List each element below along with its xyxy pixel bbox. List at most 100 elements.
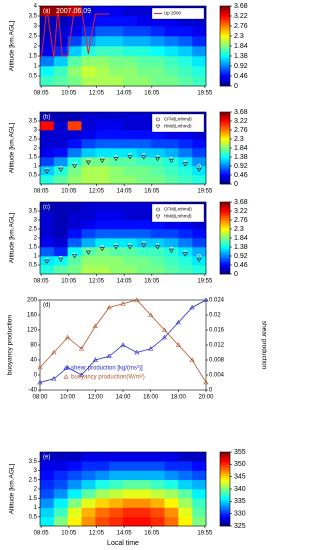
y-tick-label: 80	[30, 343, 37, 349]
colorbar-step	[220, 253, 230, 255]
heat-cell	[40, 470, 55, 481]
colorbar-step	[220, 247, 230, 249]
colorbar-step	[220, 223, 230, 225]
heat-cell	[53, 461, 68, 471]
heat-cell	[95, 36, 110, 47]
colorbar-step	[220, 57, 230, 60]
heat-cell	[164, 139, 179, 149]
colorbar-step	[220, 182, 230, 185]
heat-cell	[95, 148, 110, 158]
x-tick-label: 16:05	[144, 91, 160, 97]
colorbar-step	[220, 151, 230, 153]
colorbar-step	[220, 76, 230, 78]
colorbar-step	[220, 505, 230, 508]
marker	[148, 346, 154, 351]
heat-cell	[164, 166, 179, 176]
colorbar-step	[220, 211, 230, 213]
x-tick-label: 10:00	[60, 395, 76, 401]
heat-cell	[123, 238, 138, 248]
heat-cell	[192, 498, 207, 508]
heat-cell	[81, 516, 96, 527]
heat-cell	[150, 265, 165, 275]
colorbar-step	[220, 59, 230, 62]
marker	[197, 254, 201, 258]
heat-cell	[178, 238, 193, 248]
colorbar-step	[220, 134, 230, 137]
colorbar-step	[220, 81, 230, 83]
marker	[51, 349, 57, 355]
heat-cell	[192, 26, 207, 37]
heat-cell	[40, 461, 55, 471]
heat-cell	[178, 148, 193, 158]
heat-cell	[150, 247, 165, 257]
colorbar-step	[220, 7, 230, 10]
heat-cell	[53, 211, 68, 221]
marker	[58, 257, 64, 262]
heat-cell	[109, 211, 124, 221]
colorbar-step	[220, 203, 230, 206]
heat-cell	[164, 498, 179, 508]
colorbar-step	[220, 32, 230, 35]
heat-cell	[81, 507, 96, 518]
y-tick-label: 1.5	[29, 496, 38, 502]
colorbar-step	[220, 459, 230, 462]
colorbar-step	[220, 125, 230, 128]
colorbar-step	[220, 482, 230, 485]
heat-cell	[40, 211, 55, 221]
marker	[196, 257, 202, 262]
colorbar-step	[220, 155, 230, 158]
heat-cell	[109, 56, 124, 67]
heat-cell	[164, 36, 179, 47]
heat-cell	[178, 26, 193, 37]
heat-cell	[53, 470, 68, 481]
legend-label: HMd(Lmhmd)	[164, 214, 192, 219]
heat-cell	[178, 489, 193, 499]
marker	[106, 353, 112, 359]
heat-cell	[53, 16, 68, 27]
colorbar-step	[220, 266, 230, 269]
heat-cell	[123, 130, 138, 140]
heat-cell	[150, 461, 165, 471]
colorbar-step	[220, 173, 230, 176]
colorbar-step	[220, 149, 230, 152]
colorbar-step	[220, 148, 230, 150]
heat-cell	[95, 265, 110, 275]
legend-swatch	[155, 214, 161, 219]
colorbar-label: 0.92	[234, 163, 248, 170]
heat-cell	[123, 46, 138, 57]
colorbar-step	[220, 476, 230, 479]
heat-cell	[192, 66, 207, 77]
heat-cell	[53, 479, 68, 490]
colorbar-step	[220, 265, 230, 267]
heat-cell	[67, 157, 82, 167]
heat-cell	[136, 6, 151, 17]
colorbar-label: 335	[234, 498, 246, 505]
heat-cell	[67, 498, 82, 508]
y-tick-label: 2.5	[29, 34, 38, 40]
x-tick-label: 19:55	[197, 279, 213, 285]
heat-cell	[109, 16, 124, 27]
heat-cell	[81, 157, 96, 167]
colorbar-step	[220, 17, 230, 20]
x-tick-label: 10:05	[61, 279, 77, 285]
colorbar-step	[220, 172, 230, 174]
marker	[65, 334, 71, 340]
heat-cell	[95, 516, 110, 527]
heat-cell	[67, 247, 82, 257]
colorbar-step	[220, 72, 230, 75]
marker	[141, 155, 147, 160]
heat-cell	[192, 516, 207, 527]
x-tick-label: 16:05	[144, 531, 160, 537]
heat-cell	[40, 76, 55, 87]
heat-cell	[109, 247, 124, 257]
heat-cell	[178, 16, 193, 27]
y-tick-label: 1.5	[29, 54, 38, 60]
heat-cell	[178, 66, 193, 77]
heat-cell	[53, 498, 68, 508]
y-tick-label: 3.5	[29, 209, 38, 215]
x-tick-label: 12:05	[89, 279, 105, 285]
colorbar-step	[220, 84, 230, 87]
heat-cell	[123, 66, 138, 77]
heat-cell	[109, 166, 124, 176]
heat-cell	[67, 256, 82, 266]
